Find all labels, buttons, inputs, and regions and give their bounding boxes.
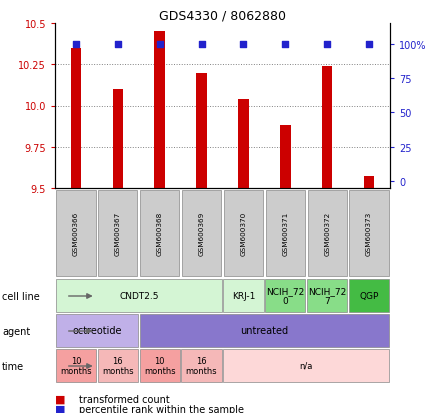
Point [114, 41, 121, 48]
Text: KRJ-1: KRJ-1 [232, 291, 255, 300]
FancyBboxPatch shape [56, 349, 96, 382]
Text: time: time [2, 361, 24, 371]
Bar [113, 90, 123, 189]
Point [324, 41, 331, 48]
FancyBboxPatch shape [308, 190, 347, 277]
Text: ■: ■ [55, 404, 66, 413]
FancyBboxPatch shape [56, 315, 138, 347]
Bar [322, 67, 332, 189]
Bar [154, 32, 165, 189]
FancyBboxPatch shape [265, 280, 306, 312]
Point [198, 41, 205, 48]
Text: NCIH_72
0: NCIH_72 0 [266, 286, 304, 306]
Bar [364, 177, 374, 189]
FancyBboxPatch shape [349, 280, 389, 312]
Text: cell line: cell line [2, 291, 40, 301]
Text: GSM600370: GSM600370 [241, 211, 246, 256]
Text: n/a: n/a [300, 361, 313, 370]
Text: GSM600367: GSM600367 [115, 211, 121, 256]
Text: GSM600369: GSM600369 [198, 211, 204, 256]
Text: 16
months: 16 months [186, 356, 217, 375]
Text: 16
months: 16 months [102, 356, 133, 375]
Point [73, 41, 79, 48]
FancyBboxPatch shape [224, 190, 263, 277]
Title: GDS4330 / 8062880: GDS4330 / 8062880 [159, 10, 286, 23]
Text: GSM600373: GSM600373 [366, 211, 372, 256]
FancyBboxPatch shape [223, 349, 389, 382]
FancyBboxPatch shape [307, 280, 347, 312]
Bar [196, 74, 207, 189]
Point [240, 41, 247, 48]
Text: 10
months: 10 months [144, 356, 176, 375]
Text: 10
months: 10 months [60, 356, 92, 375]
Text: QGP: QGP [360, 291, 379, 300]
FancyBboxPatch shape [181, 349, 222, 382]
Bar [280, 126, 291, 189]
Text: GSM600372: GSM600372 [324, 211, 330, 256]
FancyBboxPatch shape [139, 315, 389, 347]
Text: transformed count: transformed count [79, 394, 170, 404]
FancyBboxPatch shape [140, 190, 179, 277]
FancyBboxPatch shape [349, 190, 389, 277]
Text: CNDT2.5: CNDT2.5 [119, 291, 159, 300]
Text: GSM600368: GSM600368 [157, 211, 163, 256]
Point [282, 41, 289, 48]
Text: untreated: untreated [240, 326, 289, 336]
Bar [71, 49, 81, 189]
FancyBboxPatch shape [56, 280, 222, 312]
FancyBboxPatch shape [182, 190, 221, 277]
Point [366, 41, 372, 48]
FancyBboxPatch shape [223, 280, 264, 312]
Text: octreotide: octreotide [72, 326, 122, 336]
FancyBboxPatch shape [139, 349, 180, 382]
Text: agent: agent [2, 326, 30, 336]
Text: GSM600366: GSM600366 [73, 211, 79, 256]
Text: ■: ■ [55, 394, 66, 404]
Bar [238, 100, 249, 189]
Text: percentile rank within the sample: percentile rank within the sample [79, 404, 244, 413]
FancyBboxPatch shape [98, 190, 138, 277]
FancyBboxPatch shape [56, 190, 96, 277]
Point [156, 41, 163, 48]
Text: NCIH_72
7: NCIH_72 7 [308, 286, 346, 306]
FancyBboxPatch shape [266, 190, 305, 277]
Text: GSM600371: GSM600371 [282, 211, 288, 256]
FancyBboxPatch shape [98, 349, 138, 382]
